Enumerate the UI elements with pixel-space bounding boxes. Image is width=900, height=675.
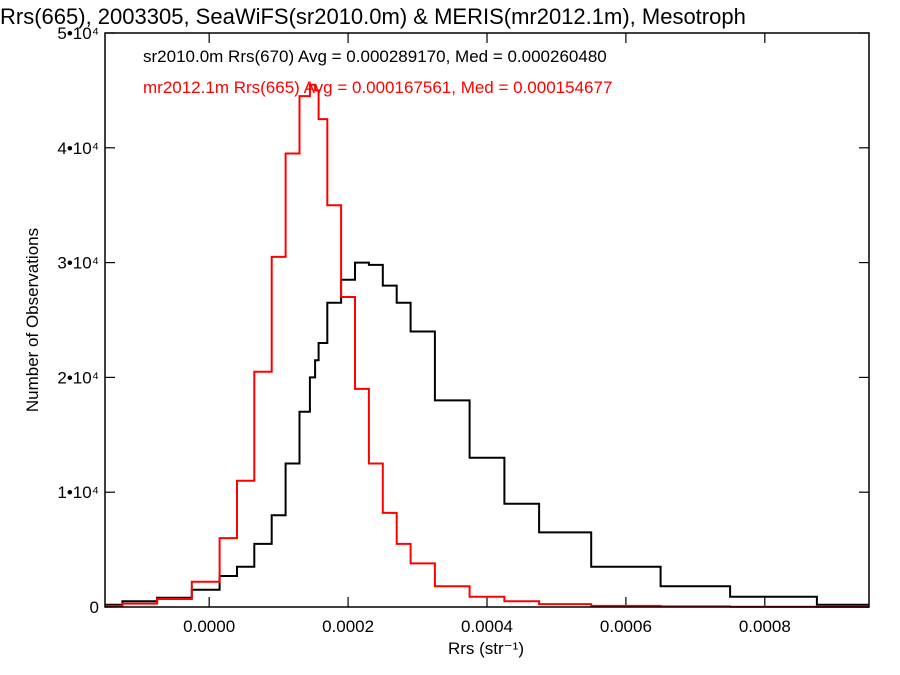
axis-ticks <box>105 32 869 608</box>
x-axis-label: Rrs (str⁻¹) <box>448 639 524 658</box>
series-layer <box>105 83 869 608</box>
y-axis-label: Number of Observations <box>23 228 42 412</box>
y-tick-label: 3•10⁴ <box>57 254 99 273</box>
legend-entry-sr2010: sr2010.0m Rrs(670) Avg = 0.000289170, Me… <box>143 47 607 66</box>
x-tick-label: 0.0004 <box>461 617 513 636</box>
plot-frame <box>104 32 870 608</box>
y-tick-label: 1•10⁴ <box>57 483 99 502</box>
y-tick-label: 0 <box>90 598 99 617</box>
chart-title: Rrs(665), 2003305, SeaWiFS(sr2010.0m) & … <box>0 4 746 29</box>
x-tick-label: 0.0006 <box>600 617 652 636</box>
x-tick-label: 0.0008 <box>739 617 791 636</box>
x-tick-label: 0.0002 <box>322 617 374 636</box>
legend-entry-mr2012: mr2012.1m Rrs(665) Avg = 0.000167561, Me… <box>143 78 612 97</box>
x-tick-labels: 0.0000 0.0002 0.0004 0.0006 0.0008 <box>183 617 791 636</box>
y-tick-label: 5•10⁴ <box>57 24 99 43</box>
y-tick-label: 2•10⁴ <box>57 368 99 387</box>
series-line-mr2012.1m <box>105 83 869 608</box>
x-tick-label: 0.0000 <box>183 617 235 636</box>
y-tick-label: 4•10⁴ <box>57 139 99 158</box>
y-tick-labels: 0 1•10⁴ 2•10⁴ 3•10⁴ 4•10⁴ 5•10⁴ <box>57 24 99 617</box>
